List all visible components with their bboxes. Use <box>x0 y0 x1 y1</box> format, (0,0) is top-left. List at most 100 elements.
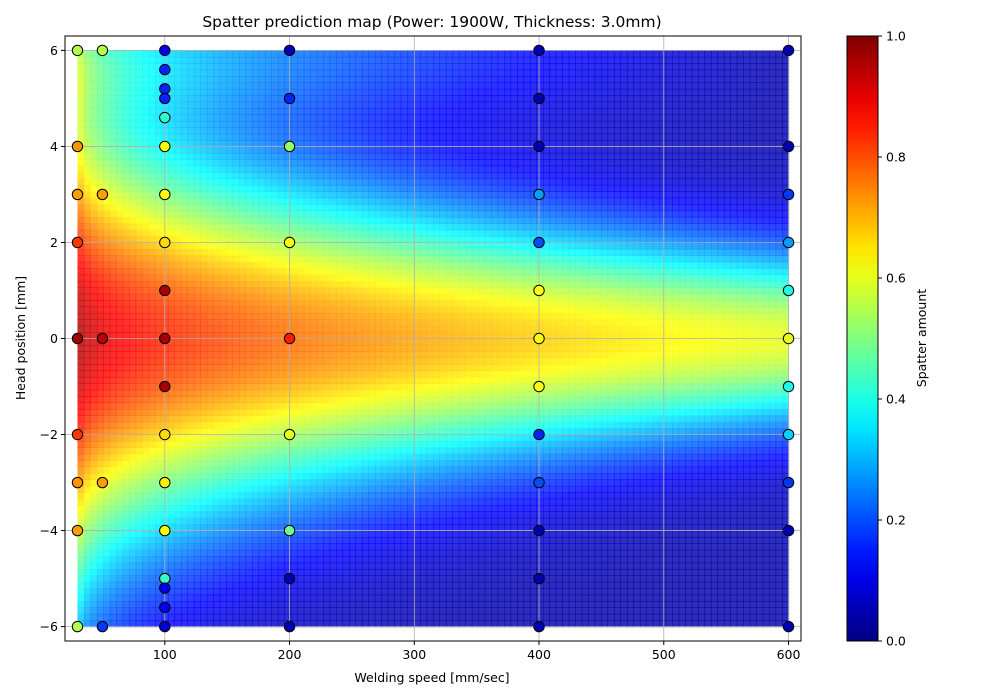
heatmap-cell <box>83 376 91 384</box>
heatmap-cell <box>109 434 117 442</box>
heatmap-cell <box>284 69 292 77</box>
heatmap-cell <box>148 120 156 128</box>
heatmap-cell <box>271 319 279 327</box>
heatmap-cell <box>290 242 298 250</box>
heatmap-cell <box>361 332 369 340</box>
heatmap-cell <box>116 140 124 148</box>
heatmap-cell <box>122 312 130 320</box>
heatmap-cell <box>103 421 111 429</box>
heatmap-cell <box>232 69 240 77</box>
heatmap-cell <box>271 562 279 570</box>
heatmap-cell <box>342 178 350 186</box>
heatmap-cell <box>174 178 182 186</box>
heatmap-cell <box>174 479 182 487</box>
heatmap-cell <box>142 440 150 448</box>
heatmap-cell <box>193 575 201 583</box>
heatmap-cell <box>264 357 272 365</box>
heatmap-cell <box>407 191 415 199</box>
heatmap-cell <box>142 261 150 269</box>
heatmap-cell <box>167 530 176 538</box>
heatmap-cell <box>122 479 130 487</box>
heatmap-cell <box>129 210 137 218</box>
heatmap-cell <box>174 396 182 404</box>
heatmap-cell <box>129 325 137 333</box>
heatmap-cell <box>83 415 91 423</box>
heatmap-cell <box>252 344 260 352</box>
heatmap-cell <box>284 594 292 602</box>
heatmap-cell <box>387 50 395 58</box>
heatmap-cell <box>374 300 382 308</box>
heatmap-cell <box>96 434 104 442</box>
heatmap-cell <box>148 76 156 84</box>
heatmap-cell <box>226 389 234 397</box>
heatmap-cell <box>122 216 130 224</box>
heatmap-cell <box>109 543 117 551</box>
heatmap-cell <box>193 76 201 84</box>
heatmap-cell <box>239 562 247 570</box>
heatmap-cell <box>368 498 376 506</box>
heatmap-cell <box>83 300 91 308</box>
heatmap-cell <box>381 140 389 148</box>
heatmap-cell <box>213 216 221 224</box>
heatmap-cell <box>316 293 324 301</box>
heatmap-cell <box>155 280 163 288</box>
heatmap-cell <box>200 261 208 269</box>
heatmap-cell <box>83 357 91 365</box>
heatmap-cell <box>323 268 331 276</box>
heatmap-cell <box>400 383 408 391</box>
heatmap-cell <box>348 453 357 461</box>
heatmap-cell <box>420 133 428 141</box>
heatmap-cell <box>103 466 111 474</box>
heatmap-cell <box>400 82 408 90</box>
heatmap-cell <box>433 556 441 564</box>
heatmap-cell <box>142 504 150 512</box>
heatmap-cell <box>290 216 298 224</box>
heatmap-cell <box>83 517 91 525</box>
heatmap-cell <box>116 575 124 583</box>
heatmap-cell <box>219 370 227 378</box>
heatmap-cell <box>213 300 221 308</box>
heatmap-cell <box>264 159 272 167</box>
heatmap-cell <box>336 344 344 352</box>
heatmap-cell <box>226 56 234 64</box>
heatmap-cell <box>323 581 331 589</box>
heatmap-cell <box>394 575 402 583</box>
heatmap-cell <box>129 434 137 442</box>
heatmap-cell <box>252 248 260 256</box>
heatmap-cell <box>394 485 402 493</box>
heatmap-cell <box>394 287 402 295</box>
heatmap-cell <box>368 357 376 365</box>
heatmap-cell <box>310 472 318 480</box>
heatmap-cell <box>206 312 214 320</box>
heatmap-cell <box>129 332 137 340</box>
heatmap-cell <box>206 543 214 551</box>
heatmap-cell <box>407 428 415 436</box>
heatmap-cell <box>200 581 208 589</box>
heatmap-cell <box>193 543 201 551</box>
heatmap-cell <box>271 133 279 141</box>
heatmap-cell <box>213 530 221 538</box>
heatmap-cell <box>167 453 176 461</box>
heatmap-cell <box>336 172 344 180</box>
heatmap-cell <box>252 370 260 378</box>
heatmap-cell <box>116 408 124 416</box>
heatmap-cell <box>342 140 350 148</box>
heatmap-cell <box>407 312 415 320</box>
heatmap-cell <box>342 255 350 263</box>
heatmap-cell <box>245 120 253 128</box>
heatmap-cell <box>252 575 260 583</box>
heatmap-cell <box>187 152 195 160</box>
heatmap-cell <box>264 530 272 538</box>
heatmap-cell <box>193 210 201 218</box>
heatmap-cell <box>90 280 98 288</box>
heatmap-cell <box>433 389 441 397</box>
heatmap-cell <box>180 581 188 589</box>
heatmap-cell <box>413 568 421 576</box>
heatmap-cell <box>96 69 104 77</box>
heatmap-cell <box>213 556 221 564</box>
heatmap-cell <box>245 274 253 282</box>
heatmap-cell <box>200 88 208 96</box>
heatmap-cell <box>232 319 240 327</box>
heatmap-cell <box>83 600 91 608</box>
heatmap-cell <box>336 242 344 250</box>
